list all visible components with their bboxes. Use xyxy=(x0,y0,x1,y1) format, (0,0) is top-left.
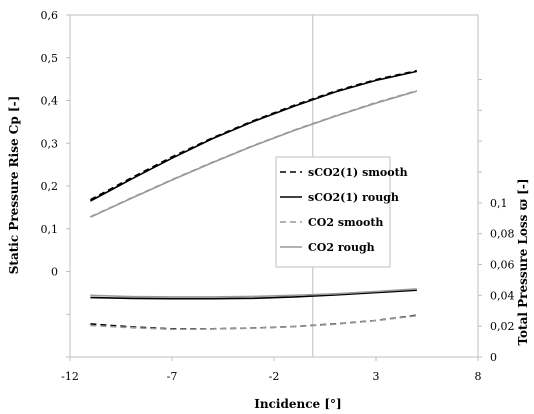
legend-label-0: sCO2(1) smooth xyxy=(308,166,408,179)
legend-box xyxy=(275,156,391,268)
legend-label-1: sCO2(1) rough xyxy=(308,191,399,204)
y2-tick-label-0: 0 xyxy=(490,351,497,364)
series-line-5 xyxy=(90,289,417,300)
plot-area xyxy=(69,14,479,358)
y-axis-title: Static Pressure Rise Cp [-] xyxy=(7,96,21,274)
series-line-4 xyxy=(90,314,417,330)
series-line-6 xyxy=(90,314,417,331)
x-tick-label-3: 3 xyxy=(373,370,380,383)
legend-label-2: CO2 smooth xyxy=(308,216,383,229)
x-tick-label-1: -7 xyxy=(167,370,178,383)
y2-tick-label-2: 0,04 xyxy=(490,289,515,302)
series-line-3 xyxy=(90,90,418,218)
x-tick-label-0: -12 xyxy=(61,370,79,383)
y-tick-label-6: 0,6 xyxy=(41,9,59,22)
y2-axis-title: Total Pressure Loss ϖ [-] xyxy=(516,178,530,345)
y-axis-ticks: 0 0,1 0,2 0,3 0,4 0,5 0,6 xyxy=(41,9,70,358)
y-tick-label-4: 0,4 xyxy=(41,95,59,108)
y-tick-label-1: 0,1 xyxy=(41,223,59,236)
x-axis-title: Incidence [°] xyxy=(254,397,341,411)
y2-axis-ticks: 0 0,02 0,04 0,06 0,08 0,1 xyxy=(478,79,515,364)
plot-border xyxy=(69,14,479,358)
y-tick-label-3: 0,3 xyxy=(41,137,59,150)
series-line-1 xyxy=(90,70,417,202)
series-layer xyxy=(90,69,418,331)
x-tick-label-2: -2 xyxy=(269,370,280,383)
y2-tick-label-1: 0,02 xyxy=(490,320,515,333)
y-tick-label-5: 0,5 xyxy=(41,52,59,65)
series-line-7 xyxy=(90,288,417,298)
legend: sCO2(1) smooth sCO2(1) rough CO2 smooth CO2… xyxy=(275,156,408,268)
y-tick-label-0: 0 xyxy=(51,266,58,279)
x-axis-ticks: -12 -7 -2 3 8 xyxy=(61,357,482,383)
y2-tick-label-3: 0,06 xyxy=(490,259,515,272)
y2-tick-label-5: 0,1 xyxy=(490,197,508,210)
legend-label-3: CO2 rough xyxy=(308,241,375,254)
x-tick-label-4: 8 xyxy=(475,370,482,383)
y-tick-label-2: 0,2 xyxy=(41,180,59,193)
y2-tick-label-4: 0,08 xyxy=(490,228,515,241)
